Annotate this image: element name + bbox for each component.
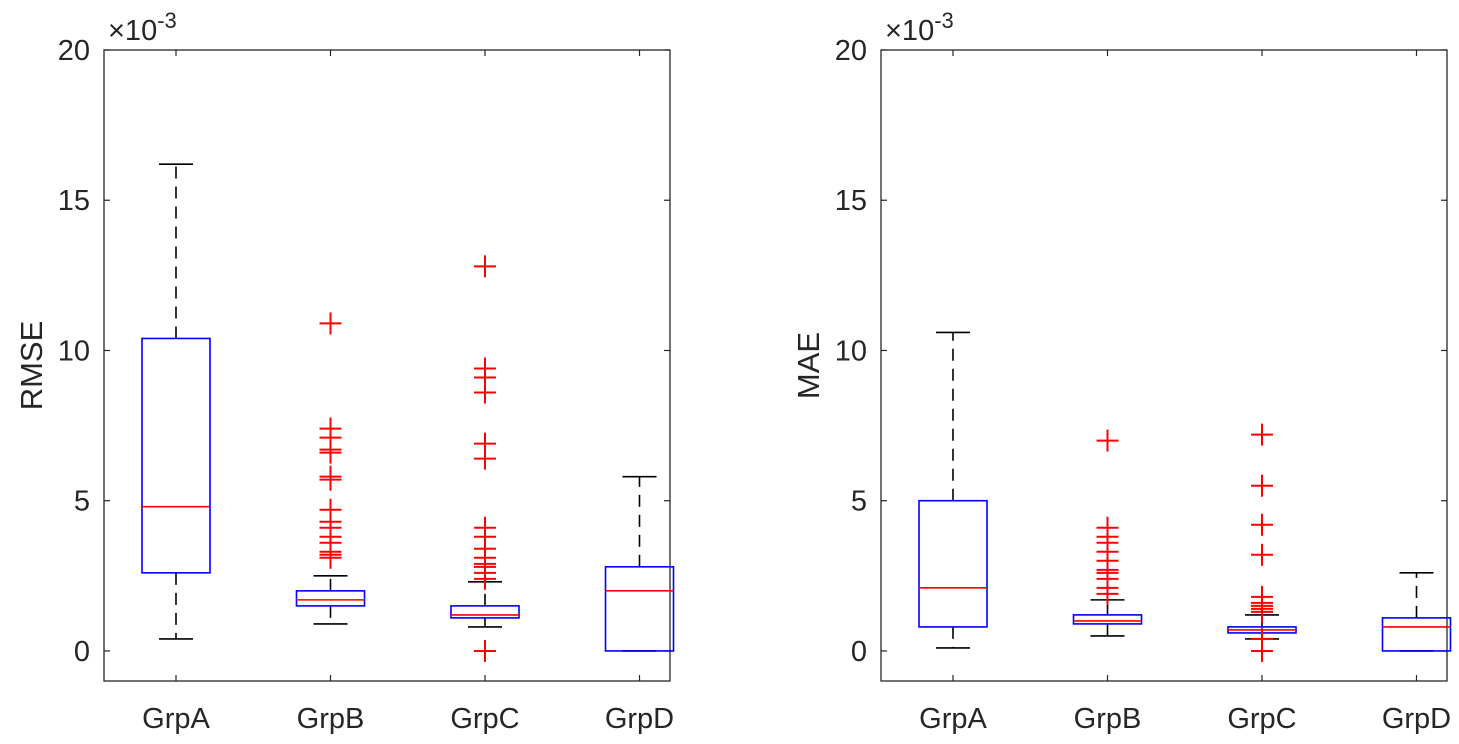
outlier-marker	[319, 498, 342, 521]
y-tick-label: 20	[835, 35, 867, 67]
iqr-box	[918, 499, 988, 628]
y-exponent-label: ×10-3	[108, 8, 177, 47]
x-tick-label: GrpB	[297, 703, 365, 735]
outlier-marker	[1251, 513, 1273, 536]
y-tick-label: 5	[851, 486, 867, 518]
outlier-marker	[319, 312, 342, 335]
x-tick-label: GrpD	[605, 703, 674, 735]
x-tick-label: GrpC	[450, 703, 519, 735]
y-tick-label: 20	[58, 35, 90, 67]
iqr-box	[450, 605, 520, 619]
y-exponent-label: ×10-3	[885, 8, 954, 47]
outlier-marker	[319, 465, 342, 488]
outlier-marker	[1096, 429, 1119, 452]
x-tick-label: GrpD	[1382, 703, 1451, 735]
outlier-marker	[1096, 516, 1119, 539]
y-tick-label: 15	[58, 185, 90, 217]
outlier-marker	[319, 417, 342, 440]
iqr-box	[295, 590, 366, 607]
outlier-marker	[474, 639, 496, 662]
plot-frame	[103, 49, 671, 682]
x-tick-label: GrpB	[1074, 703, 1142, 735]
iqr-box	[1072, 614, 1143, 625]
y-tick-label: 5	[74, 486, 90, 518]
y-tick-label: 15	[835, 185, 867, 217]
plot-frame	[880, 49, 1448, 682]
outlier-marker	[474, 516, 496, 539]
x-tick-label: GrpA	[919, 703, 987, 735]
y-axis-label: RMSE	[14, 321, 49, 411]
iqr-box	[604, 566, 675, 652]
outlier-marker	[1251, 585, 1273, 608]
iqr-box	[1381, 617, 1452, 652]
outlier-marker	[1251, 474, 1273, 497]
outlier-marker	[474, 255, 496, 278]
x-tick-label: GrpA	[142, 703, 210, 735]
outlier-marker	[474, 432, 496, 455]
y-tick-label: 10	[58, 335, 90, 367]
outlier-marker	[1251, 543, 1273, 566]
y-axis-label: MAE	[791, 332, 826, 399]
outlier-marker	[1251, 627, 1273, 650]
y-tick-label: 0	[851, 636, 867, 668]
y-tick-label: 0	[74, 636, 90, 668]
outlier-marker	[1251, 423, 1273, 446]
rmse-panel: 0 5 10 15 20 ×10-3 RMSE GrpA GrpB GrpC GrpD	[14, 8, 675, 735]
y-tick-label: 10	[835, 335, 867, 367]
outlier-marker	[474, 357, 496, 380]
mae-panel: 0 5 10 15 20 ×10-3 MAE GrpA GrpB GrpC GrpD	[791, 8, 1452, 735]
iqr-box	[141, 337, 211, 574]
x-tick-label: GrpC	[1227, 703, 1296, 735]
